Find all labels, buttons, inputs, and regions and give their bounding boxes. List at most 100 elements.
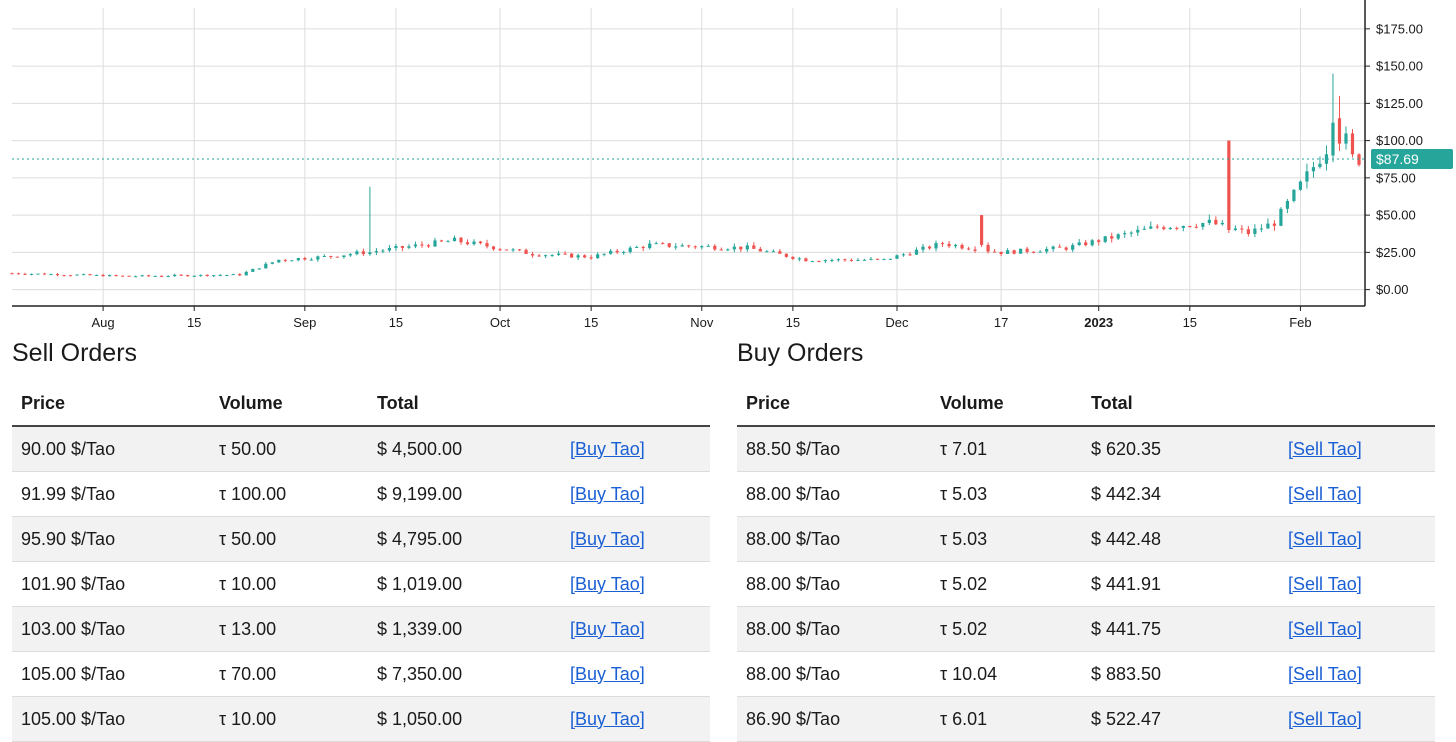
candle-body: [81, 274, 86, 276]
candle-body: [856, 259, 860, 261]
candle-body: [1233, 228, 1237, 231]
candle-body: [134, 276, 138, 278]
candle-body: [537, 255, 541, 257]
x-tick-label: Aug: [92, 315, 115, 330]
candle-body: [550, 254, 554, 256]
x-tick-label: Dec: [885, 315, 909, 330]
candle-body: [719, 249, 723, 251]
candle-body: [661, 243, 665, 245]
cell-action: [Sell Tao]: [1279, 471, 1435, 517]
candle-body: [823, 260, 828, 262]
candle-body: [1045, 248, 1049, 252]
candle-body: [108, 275, 112, 277]
candle-body: [101, 274, 105, 277]
column-header-price: Price: [737, 382, 931, 427]
candle-body: [1357, 154, 1361, 165]
table-row: 88.00 $/Tao τ 5.03 $ 442.48 [Sell Tao]: [737, 516, 1435, 562]
candle-body: [335, 256, 339, 258]
candle-body: [1123, 233, 1127, 235]
candle-body: [973, 249, 977, 251]
buy-tao-link[interactable]: [Buy Tao]: [570, 438, 645, 459]
x-tick-label: 15: [389, 315, 403, 330]
candle-body: [1006, 250, 1010, 254]
candle-body: [1110, 236, 1114, 239]
candle-body: [504, 249, 509, 251]
candle-body: [257, 268, 261, 270]
sell-tao-link[interactable]: [Sell Tao]: [1288, 528, 1362, 549]
candle-body: [446, 241, 450, 243]
candle-body: [849, 259, 854, 261]
candle-body: [836, 259, 841, 261]
cell-volume: τ 5.02: [931, 561, 1082, 607]
candle-body: [387, 247, 392, 251]
candle-body: [127, 275, 131, 277]
cell-total: $ 441.75: [1082, 606, 1279, 652]
candle-body: [511, 249, 515, 251]
candle-body: [557, 253, 561, 255]
cell-volume: τ 13.00: [210, 606, 368, 652]
candle-body: [296, 258, 300, 261]
sell-tao-link[interactable]: [Sell Tao]: [1288, 483, 1362, 504]
candle-body: [166, 276, 170, 278]
sell-tao-link[interactable]: [Sell Tao]: [1288, 708, 1362, 729]
buy-tao-link[interactable]: [Buy Tao]: [570, 663, 645, 684]
candle-body: [42, 273, 47, 275]
candle-body: [36, 273, 40, 275]
candle-body: [75, 274, 79, 276]
column-header-price: Price: [12, 382, 210, 427]
cell-price: 88.00 $/Tao: [737, 606, 931, 652]
sell-tao-link[interactable]: [Sell Tao]: [1288, 618, 1362, 639]
candle-body: [830, 259, 834, 261]
cell-action: [Buy Tao]: [561, 516, 710, 562]
candle-body: [114, 275, 118, 277]
cell-volume: τ 50.00: [210, 516, 368, 562]
candle-body: [986, 244, 990, 252]
candle-body: [882, 258, 886, 260]
candle-body: [1194, 226, 1198, 228]
candle-body: [810, 261, 814, 263]
candle-body: [602, 253, 606, 255]
candle-body: [804, 258, 808, 262]
buy-tao-link[interactable]: [Buy Tao]: [570, 618, 645, 639]
current-price-badge: [1371, 148, 1453, 169]
buy-tao-link[interactable]: [Buy Tao]: [570, 483, 645, 504]
candle-body: [999, 251, 1003, 254]
candle-body: [1331, 122, 1335, 156]
candle-body: [348, 254, 352, 256]
x-tick-label: Nov: [690, 315, 714, 330]
candlestick-chart[interactable]: $0.00 $25.00 $50.00 $75.00 $100.00 $125.00 $15…: [0, 0, 1456, 335]
column-header-volume: Volume: [931, 382, 1082, 427]
candle-body: [1253, 228, 1257, 234]
sell-tao-link[interactable]: [Sell Tao]: [1288, 663, 1362, 684]
y-tick-label: $175.00: [1376, 21, 1423, 36]
candle-body: [875, 258, 880, 260]
candle-body: [1090, 240, 1094, 246]
candle-body: [1084, 242, 1088, 246]
cell-price: 88.00 $/Tao: [737, 651, 931, 697]
candle-body: [381, 250, 385, 252]
candle-body: [1136, 229, 1140, 233]
buy-orders-panel: Buy Orders Price Volume Total 88.50 $/Ta…: [737, 338, 1435, 742]
sell-tao-link[interactable]: [Sell Tao]: [1288, 438, 1362, 459]
candle-body: [62, 275, 66, 277]
candle-body: [498, 249, 502, 251]
candle-body: [563, 253, 567, 255]
candle-body: [713, 245, 717, 250]
cell-volume: τ 5.03: [931, 471, 1082, 517]
price-chart[interactable]: $0.00 $25.00 $50.00 $75.00 $100.00 $125.00 $15…: [0, 0, 1456, 335]
candle-body: [251, 268, 255, 272]
candle-body: [700, 246, 704, 248]
buy-tao-link[interactable]: [Buy Tao]: [570, 708, 645, 729]
candle-body: [947, 243, 951, 247]
candle-body: [1259, 228, 1263, 230]
candle-body: [1318, 163, 1322, 168]
sell-tao-link[interactable]: [Sell Tao]: [1288, 573, 1362, 594]
buy-tao-link[interactable]: [Buy Tao]: [570, 573, 645, 594]
table-row: 105.00 $/Tao τ 70.00 $ 7,350.00 [Buy Tao]: [12, 651, 710, 697]
candle-body: [472, 241, 476, 245]
candle-body: [1207, 219, 1211, 224]
candle-body: [1344, 133, 1348, 144]
candle-body: [94, 274, 99, 276]
buy-tao-link[interactable]: [Buy Tao]: [570, 528, 645, 549]
candle-body: [368, 252, 372, 255]
